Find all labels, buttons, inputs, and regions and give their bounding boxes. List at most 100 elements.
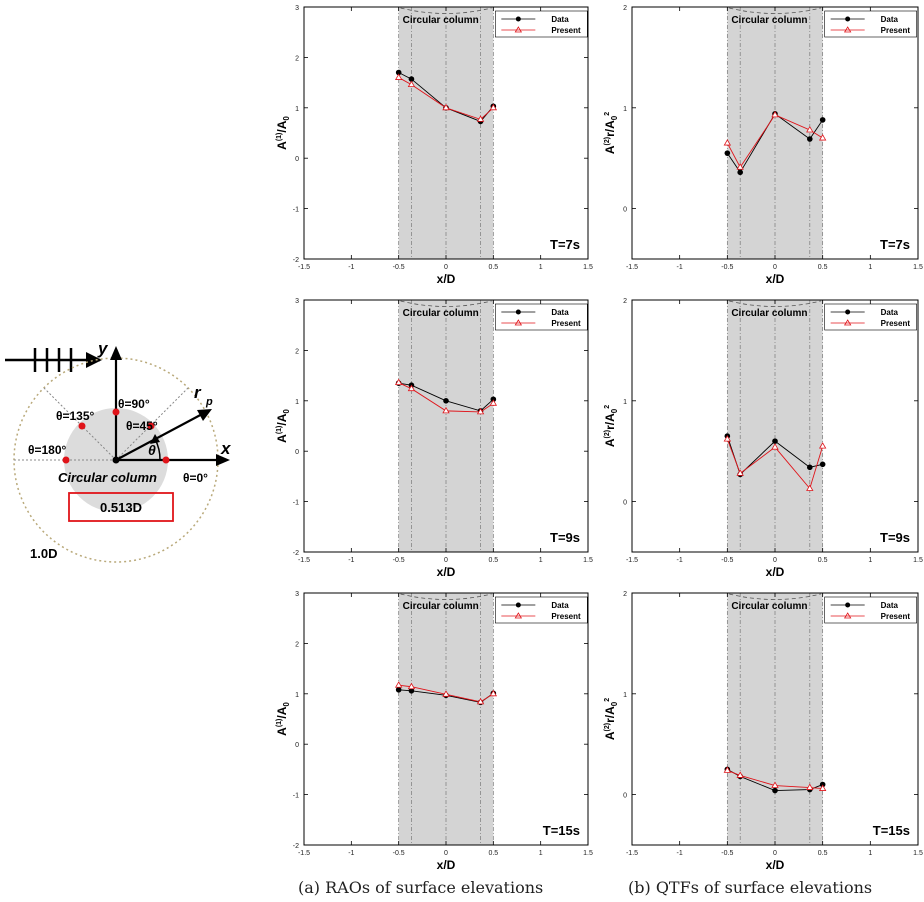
period-label: T=9s <box>550 530 580 545</box>
present-point <box>489 399 498 406</box>
data-point <box>490 396 497 403</box>
y-tick-label: 0 <box>295 156 299 163</box>
legend-marker <box>843 612 852 619</box>
present-point <box>806 125 814 133</box>
present-point <box>736 469 744 476</box>
y-axis-label: A(2)r/A02 <box>603 698 619 740</box>
present-point <box>407 80 416 88</box>
legend-marker <box>514 26 523 33</box>
present-point <box>806 484 814 491</box>
column-label: Circular column <box>403 15 479 26</box>
y-tick-label: 0 <box>623 793 627 800</box>
x-axis-label: x/D <box>766 272 785 286</box>
caption-b: (b) QTFs of surface elevations <box>628 878 873 897</box>
guide-45 <box>115 387 189 461</box>
x-tick-label: 0 <box>444 850 448 857</box>
legend-box <box>495 596 588 624</box>
legend-label: Present <box>881 319 911 328</box>
period-label: T=9s <box>880 530 910 545</box>
y-tick-label: 1 <box>295 692 299 699</box>
x-tick-label: -1 <box>677 850 683 857</box>
data-point <box>443 398 449 404</box>
y-tick-label: 0 <box>623 500 627 507</box>
legend-label: Data <box>881 601 899 610</box>
present-point <box>818 442 827 449</box>
y-tick-label: -2 <box>293 550 299 557</box>
legend-marker <box>515 309 521 315</box>
gauge-180 <box>62 456 70 464</box>
center-point <box>112 456 120 464</box>
column-label: Circular column <box>731 601 807 612</box>
present-point <box>723 766 732 773</box>
x-tick-label: -1.5 <box>298 850 310 857</box>
data-point <box>819 461 826 468</box>
present-point <box>489 103 498 111</box>
rp-sub-label: p <box>205 396 213 408</box>
x-axis-label: x/D <box>437 272 456 286</box>
y-tick-label: 0 <box>295 742 299 749</box>
present-point <box>489 689 498 697</box>
y-tick-label: 0 <box>623 207 627 214</box>
y-tick-label: 2 <box>295 641 299 648</box>
theta-arrow-icon <box>150 434 160 444</box>
legend-label: Data <box>551 15 569 24</box>
y-tick-label: 1 <box>623 692 627 699</box>
legend-box <box>495 303 588 331</box>
present-point <box>818 784 827 791</box>
period-label: T=15s <box>543 823 580 838</box>
column-schematic: y x r p θ θ=90° θ=135° θ=45° θ=180° θ=0°… <box>5 339 232 563</box>
x-tick-label: -0.5 <box>721 557 733 564</box>
y-tick-label: 3 <box>295 5 299 12</box>
column-outline <box>729 300 821 307</box>
column-label: Circular column <box>403 601 479 612</box>
data-point <box>408 687 415 694</box>
x-axis-label: x/D <box>437 565 456 579</box>
legend-marker <box>845 16 851 22</box>
x-tick-label: 1.5 <box>913 557 923 564</box>
present-point <box>771 110 779 118</box>
x-tick-label: 1.5 <box>583 264 593 271</box>
y-tick-label: 3 <box>295 591 299 598</box>
inner-diameter-label: 0.513D <box>100 500 142 515</box>
present-point <box>723 435 732 442</box>
x-axis-label: x/D <box>766 565 785 579</box>
legend-marker <box>515 16 521 22</box>
theta-135-label: θ=135° <box>56 409 95 423</box>
column-outline <box>400 7 492 14</box>
y-tick-label: 2 <box>295 348 299 355</box>
present-point <box>442 690 450 697</box>
x-tick-label: -1 <box>348 557 354 564</box>
y-tick-label: 2 <box>295 55 299 62</box>
rp-arrow-icon <box>197 409 212 421</box>
x-tick-label: 1 <box>539 264 543 271</box>
present-point <box>442 103 450 111</box>
legend-box <box>495 10 588 38</box>
chart-qtf-15: -1.5 -1 -0.5 0 0.5 1 1.5 0 1 2 x/D A(2)r/A02 Circula… <box>603 591 923 872</box>
rp-axis <box>115 411 207 461</box>
x-tick-label: -1 <box>348 264 354 271</box>
column-outline <box>729 7 821 14</box>
present-point <box>723 139 732 146</box>
y-tick-label: -1 <box>293 207 299 214</box>
present-point <box>476 407 485 415</box>
legend-box <box>824 596 917 624</box>
present-point <box>407 384 416 392</box>
chart-rao-15: -1.5 -1 -0.5 0 0.5 1 1.5 -2 -1 0 1 2 3 x/D A(1)/A0 Circ… <box>275 591 593 872</box>
data-point <box>819 117 826 123</box>
data-point <box>724 150 731 156</box>
y-tick-label: -2 <box>293 843 299 850</box>
outer-diameter-label: 1.0D <box>30 546 57 561</box>
chart-rao-9: -1.5 -1 -0.5 0 0.5 1 1.5 -2 -1 0 1 2 3 x/D A(1)/A0 Circ… <box>275 298 593 579</box>
period-label: T=15s <box>873 823 910 838</box>
data-point <box>408 76 415 82</box>
gauge-135 <box>78 422 86 430</box>
x-tick-label: 1.5 <box>583 850 593 857</box>
y-axis-label: A(2)r/A02 <box>603 112 619 154</box>
legend-marker <box>843 319 852 326</box>
present-point <box>736 163 744 170</box>
x-tick-label: 0.5 <box>818 264 828 271</box>
x-tick-label: -1 <box>348 850 354 857</box>
caption-a: (a) RAOs of surface elevations <box>298 878 544 897</box>
legend-label: Present <box>551 612 581 621</box>
y-axis-label: A(1)/A0 <box>275 702 291 736</box>
